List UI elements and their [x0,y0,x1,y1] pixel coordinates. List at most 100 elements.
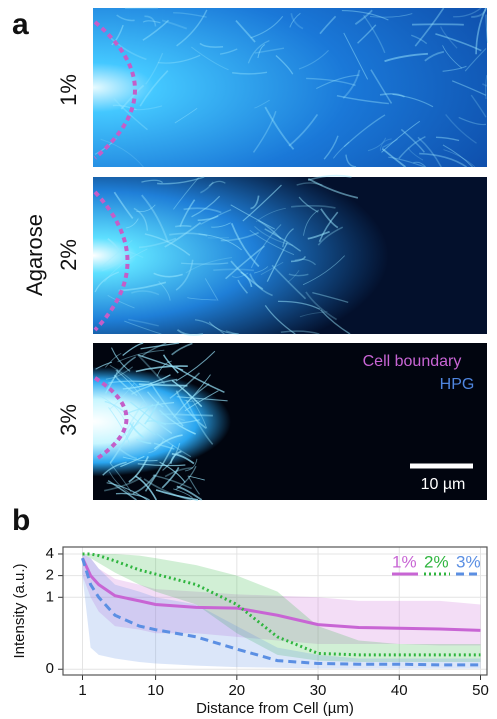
y-tick-label: 2 [46,567,54,584]
fiber [343,32,369,80]
fiber [288,273,309,277]
fiber [194,319,225,335]
legend-entry: 2% [424,552,449,571]
fiber [342,69,361,99]
x-tick-label: 40 [391,682,408,699]
legend-entry: 1% [392,552,417,571]
fiber [198,233,242,251]
fiber [288,270,300,283]
fiber [413,161,427,168]
fiber [128,456,149,483]
fiber [264,106,295,150]
fiber [164,466,193,478]
fiber [247,39,270,64]
fiber [112,104,137,111]
fiber [381,120,421,153]
fiber [148,438,165,454]
fiber [254,225,294,246]
fiber [419,152,468,168]
fiber [343,114,386,148]
y-tick-label: 1 [46,588,54,605]
fiber [354,9,373,25]
fiber [485,75,488,100]
fiber [407,147,424,161]
fiber [169,232,208,237]
fiber [105,353,122,368]
fiber [173,488,193,498]
fiber [157,176,205,185]
fiber [319,309,351,335]
x-tick-label: 30 [310,682,327,699]
fiber [254,99,270,109]
x-tick-label: 1 [78,682,86,699]
fiber [174,225,192,228]
fiber [451,80,487,96]
fiber [231,272,249,278]
fiber [141,179,164,184]
fiber [264,305,296,335]
fiber [162,443,181,471]
fiber [136,438,152,445]
fiber [315,74,360,90]
fiber [382,138,398,149]
fiber [137,354,166,385]
series-line [81,557,481,632]
fiber [392,93,434,108]
fiber [232,71,268,75]
fiber [252,110,277,153]
fiber [185,257,232,274]
fiber [200,181,214,194]
fiber [175,350,216,382]
fiber [379,93,405,98]
fiber [443,149,476,168]
fiber [138,383,188,387]
error-band [82,553,481,646]
fiber [367,137,387,152]
fiber [363,14,386,54]
fiber [156,360,172,377]
fiber [171,453,195,465]
legend-entry: 3% [456,552,481,571]
fiber [254,266,269,274]
fiber [115,492,150,501]
fiber [290,255,306,263]
fiber [435,136,460,142]
fiber [153,434,183,450]
fiber [307,174,352,182]
fiber [307,230,330,240]
fiber [299,311,328,318]
fiber [113,97,148,131]
fiber [164,222,202,248]
fiber [290,13,304,30]
fiber [250,15,284,39]
fiber [336,95,389,105]
fiber [141,342,167,357]
fiber [317,226,344,246]
fiber [143,478,192,501]
fiber [240,271,253,288]
fiber [161,19,188,30]
fiber [294,258,317,266]
fiber [117,349,165,363]
scale-bar-label: 10 µm [421,476,466,493]
fiber [345,154,357,168]
series-line [82,552,481,657]
x-tick-label: 50 [472,682,489,699]
fiber [110,347,131,372]
fiber [153,272,183,278]
micrograph [93,8,487,167]
fiber [187,297,217,301]
fiber [131,290,160,296]
fiber [179,199,196,227]
fiber [142,20,161,24]
fiber [140,342,180,350]
fiber [250,195,260,210]
fiber [400,128,425,153]
fiber [128,318,159,327]
fiber [323,135,339,160]
fiber [176,485,203,501]
fiber [102,461,127,476]
y-tick-label: 4 [46,545,54,562]
fiber [176,9,208,47]
fiber [145,52,164,85]
